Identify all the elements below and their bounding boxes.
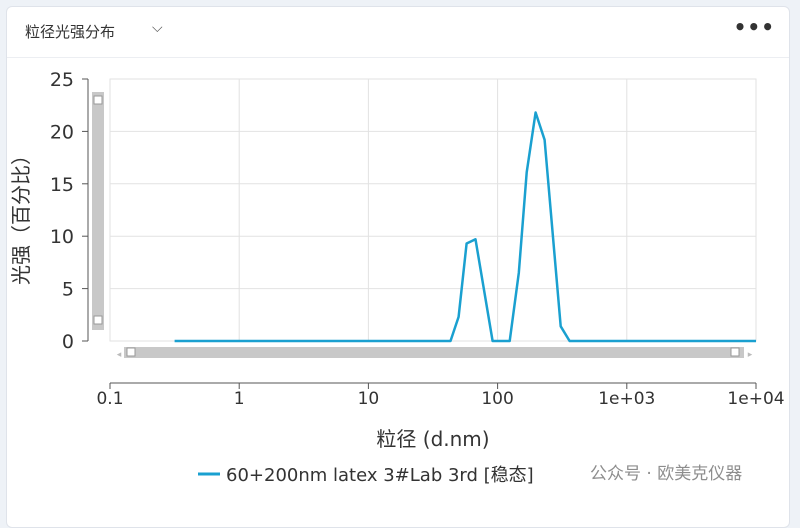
x-tick-label: 1 (234, 389, 245, 409)
x-tick-label: 1e+04 (727, 389, 784, 409)
x-axis-label: 粒径 (d.nm) (376, 427, 489, 451)
x-tick-label: 10 (358, 389, 380, 409)
chart-title-dropdown[interactable]: 粒径光强分布 (25, 23, 116, 41)
scroll-right-arrow-icon: ▸ (748, 350, 753, 360)
chevron-down-icon[interactable]: ⌵ (152, 20, 163, 36)
y-tick-label: 5 (62, 279, 74, 301)
watermark: 公众号 · 欧美克仪器 (590, 464, 743, 484)
y-tick-label: 15 (50, 174, 74, 196)
y-tick-label: 25 (50, 69, 74, 91)
scroll-handle-bottom (93, 315, 103, 325)
y-tick-label: 10 (50, 226, 74, 248)
card-header: 粒径光强分布 ⌵ ••• (7, 7, 789, 58)
plot-area (109, 78, 757, 342)
vertical-scrollbar[interactable] (92, 92, 104, 330)
more-horizontal-icon[interactable]: ••• (733, 15, 775, 39)
scroll-handle-right (730, 347, 740, 357)
chart-svg: 0.1 1 10 100 1e+03 1e+04 0 5 10 15 20 25 ◂ ▸ 粒径 (d.nm)… (9, 69, 785, 486)
scroll-handle-left (126, 347, 136, 357)
x-tick-label: 1e+03 (598, 389, 655, 409)
legend-label: 60+200nm latex 3#Lab 3rd [稳态] (226, 465, 534, 486)
y-tick-label: 0 (62, 331, 74, 353)
scroll-handle-top (93, 95, 103, 105)
series-line (174, 111, 756, 343)
x-tick-label: 100 (481, 389, 513, 409)
horizontal-scrollbar[interactable] (124, 347, 744, 358)
scroll-left-arrow-icon: ◂ (117, 350, 122, 360)
y-axis-label: 光强（百分比） (9, 145, 33, 285)
y-tick-label: 20 (50, 121, 74, 143)
x-tick-label: 0.1 (96, 389, 123, 409)
